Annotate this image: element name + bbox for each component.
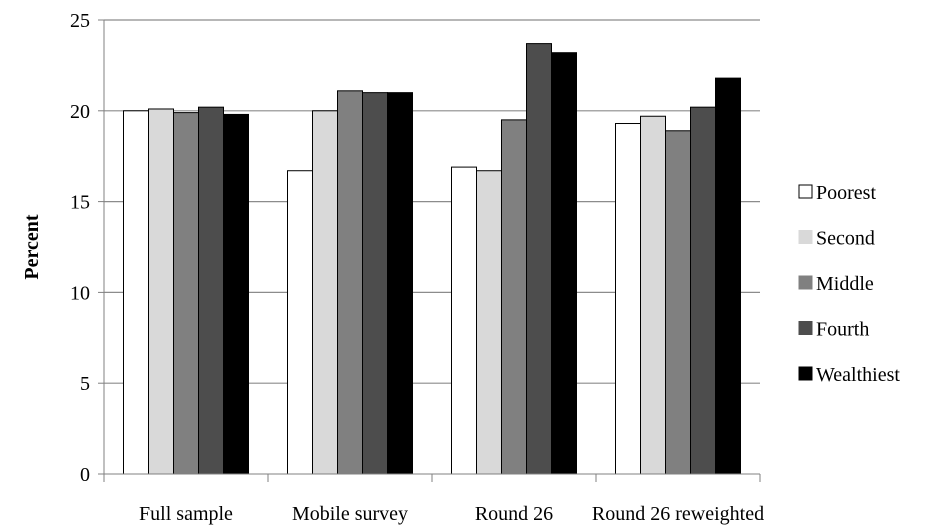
y-tick-label: 10 xyxy=(70,282,90,304)
legend-item-second: Second xyxy=(798,228,875,250)
legend-swatch xyxy=(798,366,813,381)
legend-label: Middle xyxy=(816,273,874,295)
legend-item-middle: Middle xyxy=(798,273,874,295)
legend-item-wealthiest: Wealthiest xyxy=(798,364,900,386)
bar-second-2 xyxy=(312,110,338,475)
y-tick-labels: 0 5 10 15 20 25 xyxy=(70,10,90,486)
legend-label: Second xyxy=(816,228,875,250)
x-category-label: Mobile survey xyxy=(292,503,408,525)
bars xyxy=(123,43,741,475)
bar-middle-1 xyxy=(173,112,199,475)
y-tick-label: 5 xyxy=(80,373,90,395)
legend: Poorest Second Middle Fourth Wealthiest xyxy=(798,182,900,386)
bar-second-4 xyxy=(640,115,666,475)
bar-poorest-3 xyxy=(451,166,477,475)
legend-label: Fourth xyxy=(816,319,869,341)
bar-fourth-1 xyxy=(198,106,224,475)
legend-swatch xyxy=(798,184,813,199)
bar-wealthiest-3 xyxy=(551,52,577,475)
x-category-label: Full sample xyxy=(139,503,233,525)
bar-middle-4 xyxy=(665,130,691,475)
legend-label: Poorest xyxy=(816,182,876,204)
bar-middle-3 xyxy=(501,119,527,475)
legend-item-fourth: Fourth xyxy=(798,319,869,341)
bar-fourth-4 xyxy=(690,106,716,475)
y-tick-label: 25 xyxy=(70,10,90,32)
y-axis-label: Percent xyxy=(21,214,43,279)
bar-fourth-3 xyxy=(526,43,552,475)
legend-swatch xyxy=(798,321,813,335)
bar-poorest-2 xyxy=(287,170,313,475)
bar-poorest-4 xyxy=(615,123,641,475)
y-tick-label: 20 xyxy=(70,101,90,123)
bar-wealthiest-2 xyxy=(387,92,413,475)
bar-wealthiest-1 xyxy=(223,113,249,475)
bar-middle-2 xyxy=(337,90,363,475)
axes xyxy=(98,19,761,482)
bar-second-3 xyxy=(476,170,502,475)
legend-swatch xyxy=(798,275,813,290)
y-tick-label: 0 xyxy=(80,464,90,486)
legend-swatch xyxy=(798,230,813,244)
bar-poorest-1 xyxy=(123,110,149,475)
x-category-labels: Full sample Mobile survey Round 26 Round 26… xyxy=(139,503,764,525)
bar-wealthiest-4 xyxy=(715,77,741,475)
legend-label: Wealthiest xyxy=(816,364,900,386)
legend-item-poorest: Poorest xyxy=(798,182,876,204)
bar-second-1 xyxy=(148,108,174,475)
x-category-label: Round 26 reweighted xyxy=(592,503,764,525)
y-tick-label: 15 xyxy=(70,192,90,214)
bar-fourth-2 xyxy=(362,92,388,475)
x-category-label: Round 26 xyxy=(475,503,553,525)
